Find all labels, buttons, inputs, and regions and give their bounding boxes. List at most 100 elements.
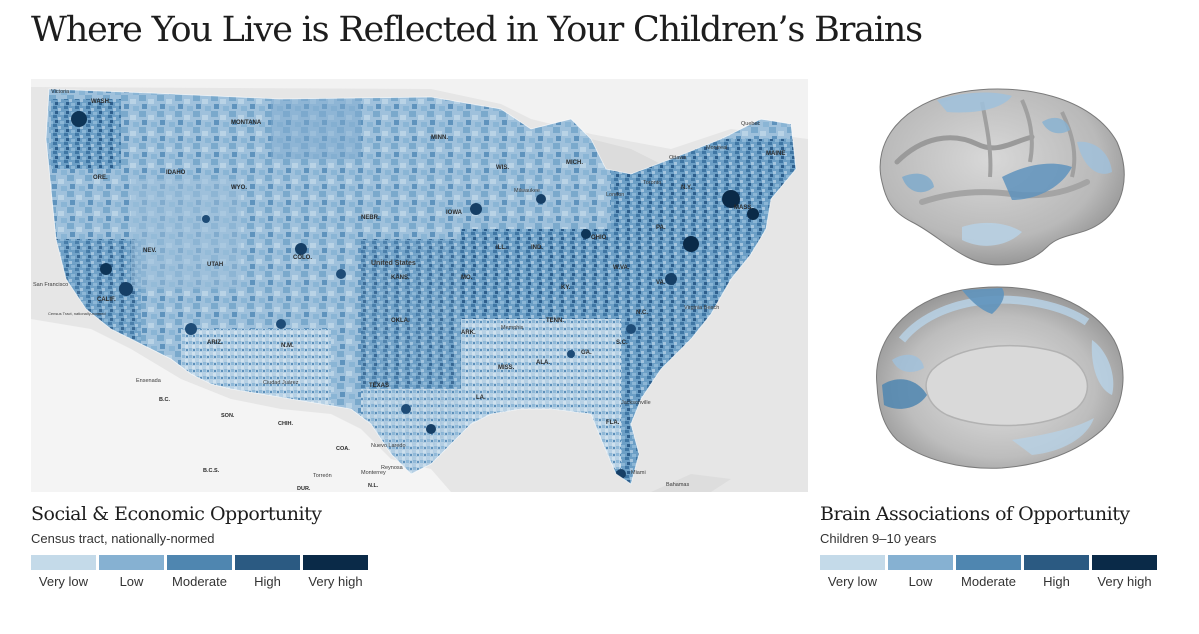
legend-left-title: Social & Economic Opportunity xyxy=(31,503,322,525)
map-label-idaho: IDAHO xyxy=(166,170,186,176)
legend-left-item-moderate: Moderate xyxy=(167,555,232,589)
map-label-ny: N.Y. xyxy=(681,185,692,191)
legend-right-label: High xyxy=(1043,574,1070,589)
map-label-ill: ILL. xyxy=(496,245,507,251)
legend-right-item-very-high: Very high xyxy=(1092,555,1157,589)
brain-medial-view-icon xyxy=(876,286,1124,469)
map-label-victoria: Victoria xyxy=(51,89,70,95)
map-label-montreal: Montreal xyxy=(706,145,727,151)
map-label-ala: ALA. xyxy=(536,360,550,366)
legend-right-item-very-low: Very low xyxy=(820,555,885,589)
legend-left-item-low: Low xyxy=(99,555,164,589)
map-label-virginia-beach: Virginia Beach xyxy=(684,305,719,311)
map-label-maine: MAINE xyxy=(766,151,785,157)
legend-right-swatch xyxy=(888,555,953,570)
map-label-wva: W.VA. xyxy=(613,265,630,271)
legend-right-item-moderate: Moderate xyxy=(956,555,1021,589)
map-label-ariz: ARIZ. xyxy=(207,340,223,346)
legend-right-title: Brain Associations of Opportunity xyxy=(820,503,1130,525)
legend-right-item-high: High xyxy=(1024,555,1089,589)
map-label-ohio: OHIO xyxy=(591,235,607,241)
map-label-sc: S.C. xyxy=(616,340,628,346)
map-label-ottawa: Ottawa xyxy=(669,155,687,161)
map-labels: WASH. MONTANA IDAHO WYO. ORE. NEV. UTAH … xyxy=(33,89,785,492)
map-label-mass: MASS. xyxy=(734,205,753,211)
map-label-coa: COA. xyxy=(336,446,350,452)
brain-lateral-view-icon xyxy=(879,88,1125,266)
legend-right-scale: Very low Low Moderate High Very high xyxy=(820,555,1157,589)
legend-right-label: Very high xyxy=(1097,574,1152,589)
map-label-ore: ORE. xyxy=(93,175,108,181)
map-label-miami: Miami xyxy=(631,470,646,476)
legend-left-label: Very high xyxy=(308,574,363,589)
map-label-nuevo-laredo: Nuevo Laredo xyxy=(371,443,406,449)
legend-left-label: Very low xyxy=(38,574,89,589)
map-label-wash: WASH. xyxy=(91,99,111,105)
map-label-united-states: United States xyxy=(371,260,416,267)
map-label-okla: OKLA. xyxy=(391,318,410,324)
legend-left-swatch xyxy=(99,555,164,570)
map-label-dur: DUR. xyxy=(297,486,311,492)
page-title: Where You Live is Reflected in Your Chil… xyxy=(31,10,923,50)
map-label-tenn: TENN. xyxy=(546,318,564,324)
map-label-miss: MISS. xyxy=(498,365,515,371)
map-label-nl: N.L. xyxy=(368,483,379,489)
map-label-bc: B.C. xyxy=(159,397,170,403)
map-label-mo: MO. xyxy=(461,275,473,281)
legend-left-subtitle: Census tract, nationally-normed xyxy=(31,531,215,546)
map-label-son: SON. xyxy=(221,413,235,419)
legend-left-item-very-high: Very high xyxy=(303,555,368,589)
legend-right-label: Low xyxy=(908,574,933,589)
map-label-utah: UTAH xyxy=(207,262,223,268)
map-label-ind: IND. xyxy=(531,245,543,251)
map-label-wis: WIS. xyxy=(496,165,509,171)
map-label-montana: MONTANA xyxy=(231,120,262,126)
map-label-texas: TEXAS xyxy=(369,383,389,389)
map-label-memphis: Memphis xyxy=(501,325,524,331)
map-label-ark: ARK. xyxy=(461,330,476,336)
legend-left-swatch xyxy=(235,555,300,570)
map-label-nev: NEV. xyxy=(143,248,157,254)
legend-right-swatch xyxy=(1092,555,1157,570)
legend-left-item-high: High xyxy=(235,555,300,589)
map-label-reynosa: Reynosa xyxy=(381,465,404,471)
map-label-calif: CALIF. xyxy=(97,297,116,303)
legend-left-label: High xyxy=(254,574,281,589)
map-label-ga: GA. xyxy=(581,350,592,356)
legend-left-scale: Very low Low Moderate High Very high xyxy=(31,555,368,589)
legend-left-swatch xyxy=(167,555,232,570)
map-label-ky: KY. xyxy=(561,285,571,291)
map-label-toronto: Toronto xyxy=(643,180,661,186)
map-label-bahamas: Bahamas xyxy=(666,482,689,488)
legend-right-swatch xyxy=(820,555,885,570)
legend-left-item-very-low: Very low xyxy=(31,555,96,589)
legend-left-label: Low xyxy=(119,574,144,589)
map-label-san-francisco: San Francisco xyxy=(33,282,68,288)
legend-right-subtitle: Children 9–10 years xyxy=(820,531,937,546)
map-label-monterrey: Monterrey xyxy=(361,470,386,476)
map-label-ciudad-juarez: Ciudad Juárez xyxy=(263,380,299,386)
map-label-milwaukee: Milwaukee xyxy=(514,188,540,194)
map-label-jacksonville: Jacksonville xyxy=(621,400,651,406)
map-label-nm: N.M. xyxy=(281,343,294,349)
map-label-colo: COLO. xyxy=(293,255,312,261)
legend-right-label: Very low xyxy=(827,574,878,589)
map-label-nebr: NEBR. xyxy=(361,215,380,221)
us-choropleth-map: WASH. MONTANA IDAHO WYO. ORE. NEV. UTAH … xyxy=(31,79,808,492)
legend-left-label: Moderate xyxy=(172,574,227,589)
legend-left-swatch xyxy=(31,555,96,570)
map-label-ensenada: Ensenada xyxy=(136,378,162,384)
legend-right-label: Moderate xyxy=(961,574,1016,589)
map-label-london: London xyxy=(606,192,624,198)
legend-right-swatch xyxy=(1024,555,1089,570)
map-label-nc: N.C. xyxy=(636,310,648,316)
map-label-fla: FLA. xyxy=(606,420,620,426)
map-label-iowa: IOWA xyxy=(446,210,463,216)
map-label-kans: KANS. xyxy=(391,275,410,281)
map-label-minn: MINN. xyxy=(431,135,448,141)
map-label-torreon: Torreón xyxy=(313,473,332,479)
map-label-pa: PA. xyxy=(656,225,666,231)
legend-right-item-low: Low xyxy=(888,555,953,589)
map-label-va: VA. xyxy=(656,280,666,286)
opportunity-map[interactable]: WASH. MONTANA IDAHO WYO. ORE. NEV. UTAH … xyxy=(31,79,808,492)
